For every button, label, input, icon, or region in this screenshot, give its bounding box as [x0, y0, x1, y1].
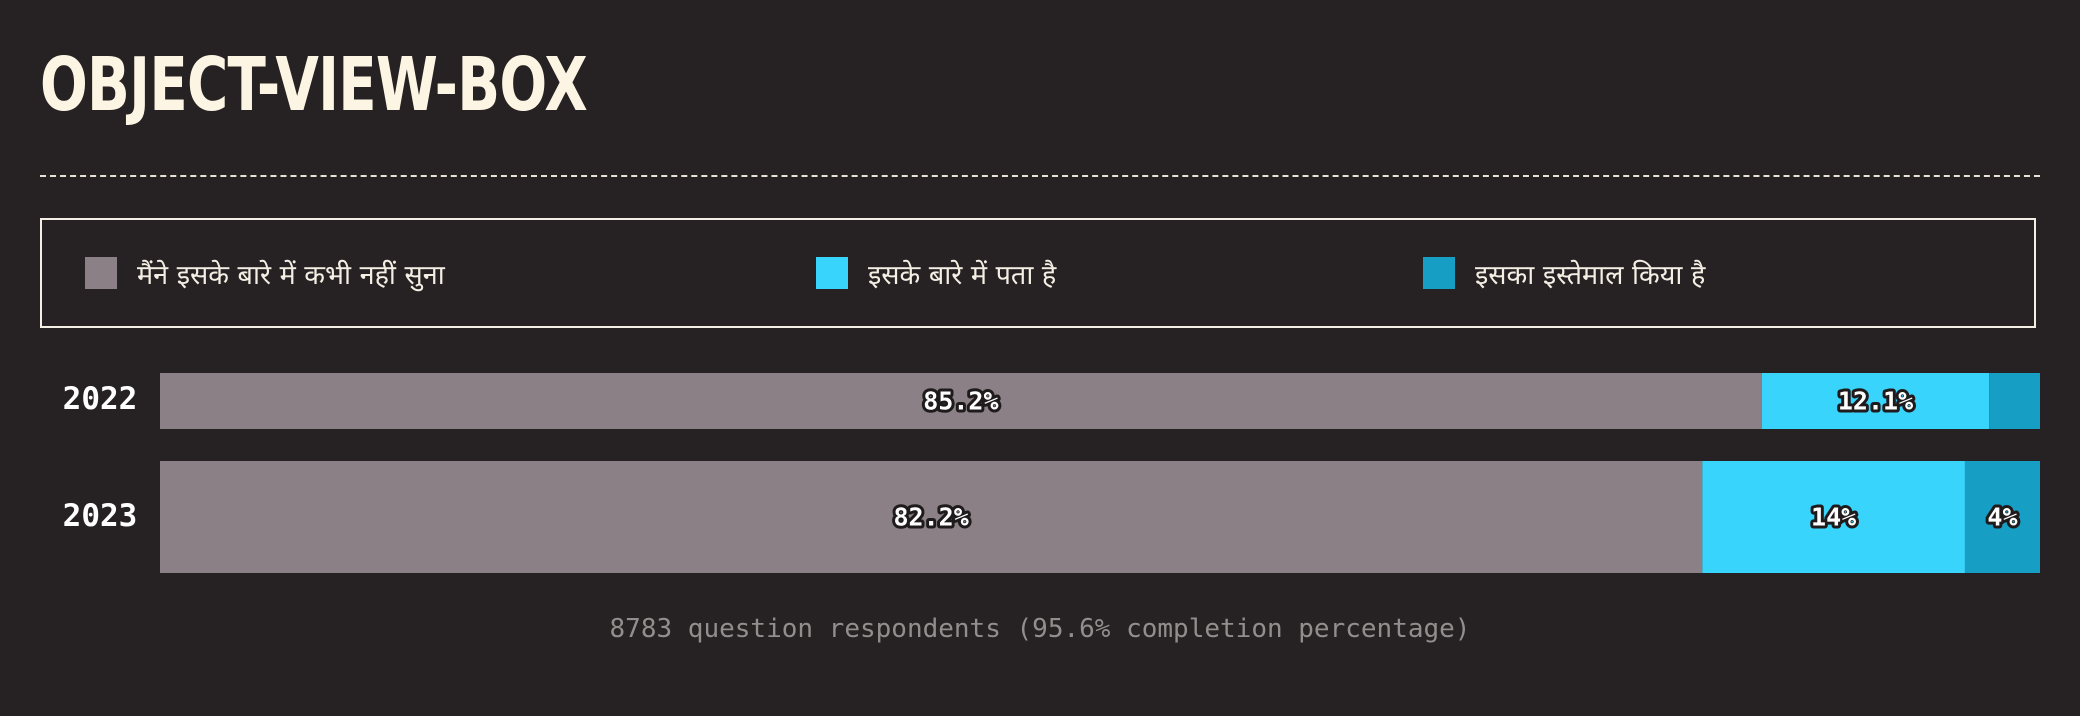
data-label-2023-never-heard: 82.2% [894, 503, 969, 532]
legend-label-used: इसका इस्तेमाल किया है [1475, 259, 1706, 291]
bar-2022-know-about [1761, 373, 1990, 429]
bar-2023-never-heard [160, 461, 1703, 573]
data-label-2022-never-heard: 85.2% [923, 387, 998, 416]
legend-item-know-about: इसके बारे में पता है [816, 220, 1056, 326]
legend-label-never-heard: मैंने इसके बारे में कभी नहीं सुना [137, 259, 445, 291]
legend-swatch-used [1423, 257, 1455, 289]
bar-2022-never-heard [160, 373, 1762, 429]
category-label-2023: 2023 [62, 498, 138, 534]
legend: मैंने इसके बारे में कभी नहीं सुना इसके ब… [40, 218, 2036, 328]
title-divider [40, 175, 2040, 177]
bar-2022-used [1989, 373, 2040, 429]
data-label-2023-used: 4% [1987, 503, 2017, 532]
chart-title: OBJECT-VIEW-BOX [40, 42, 588, 128]
data-label-2022-know-about: 12.1% [1838, 387, 1913, 416]
respondents-footnote: 8783 question respondents (95.6% complet… [609, 614, 1471, 644]
legend-swatch-never-heard [85, 257, 117, 289]
category-label-2022: 2022 [62, 381, 138, 417]
bar-2023-used [1964, 461, 2040, 573]
legend-swatch-know-about [816, 257, 848, 289]
legend-label-know-about: इसके बारे में पता है [868, 259, 1057, 291]
bar-2023-know-about [1702, 461, 1965, 573]
legend-item-never-heard: मैंने इसके बारे में कभी नहीं सुना [85, 220, 445, 326]
data-label-2023-know-about: 14% [1811, 503, 1856, 532]
legend-item-used: इसका इस्तेमाल किया है [1423, 220, 1705, 326]
